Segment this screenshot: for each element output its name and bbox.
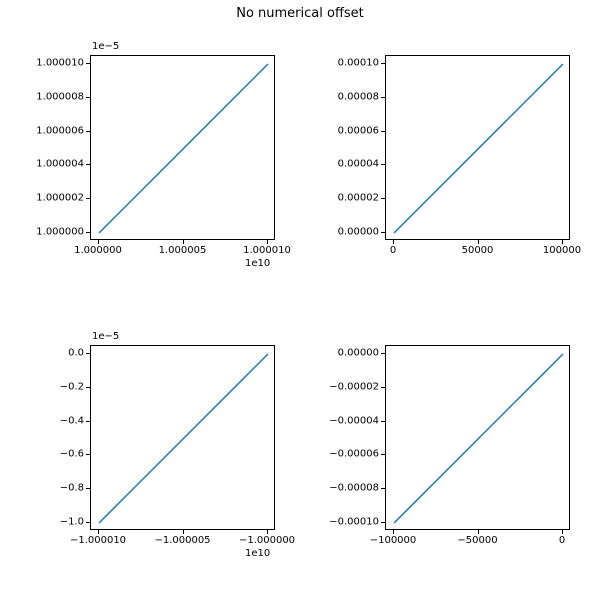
x-tick-label: 0 xyxy=(559,535,565,546)
y-tick-mark xyxy=(86,63,90,64)
x-tick-label: 100000 xyxy=(543,245,581,256)
y-tick-mark xyxy=(86,454,90,455)
y-tick-mark xyxy=(381,63,385,64)
plot-line xyxy=(386,346,571,531)
y-tick-label: −0.6 xyxy=(60,449,84,460)
y-tick-label: 1.000010 xyxy=(36,58,84,69)
y-tick-label: 1.000006 xyxy=(36,125,84,136)
y-tick-mark xyxy=(381,522,385,523)
x-tick-mark xyxy=(478,530,479,534)
chart-panel-tl xyxy=(90,55,275,240)
y-tick-mark xyxy=(381,198,385,199)
y-tick-label: 1.000000 xyxy=(36,227,84,238)
y-tick-mark xyxy=(86,131,90,132)
y-tick-label: 0.00002 xyxy=(338,193,379,204)
y-tick-label: 0.00004 xyxy=(338,159,379,170)
x-tick-mark xyxy=(267,240,268,244)
y-tick-mark xyxy=(381,164,385,165)
chart-panel-bl xyxy=(90,345,275,530)
y-tick-mark xyxy=(86,97,90,98)
chart-panel-br xyxy=(385,345,570,530)
y-tick-label: −0.00006 xyxy=(329,449,379,460)
x-tick-mark xyxy=(98,240,99,244)
y-tick-mark xyxy=(86,488,90,489)
y-tick-mark xyxy=(86,522,90,523)
plot-line xyxy=(386,56,571,241)
x-offset-text: 1e10 xyxy=(245,548,270,559)
y-tick-label: −0.8 xyxy=(60,483,84,494)
plot-line xyxy=(91,346,276,531)
y-tick-mark xyxy=(86,353,90,354)
figure: No numerical offset 1.000000 1.000005 1.00… xyxy=(0,0,600,600)
x-tick-label: −100000 xyxy=(370,535,417,546)
x-tick-mark xyxy=(562,240,563,244)
y-tick-mark xyxy=(381,421,385,422)
x-tick-label: −1.000010 xyxy=(70,535,126,546)
x-tick-label: −1.000000 xyxy=(239,535,295,546)
x-tick-mark xyxy=(478,240,479,244)
figure-title: No numerical offset xyxy=(0,6,600,21)
y-tick-label: −0.00008 xyxy=(329,483,379,494)
y-offset-text: 1e−5 xyxy=(92,331,119,342)
x-tick-mark xyxy=(183,530,184,534)
y-tick-mark xyxy=(381,387,385,388)
x-tick-mark xyxy=(267,530,268,534)
y-tick-label: −0.00002 xyxy=(329,381,379,392)
x-tick-label: 0 xyxy=(390,245,396,256)
y-tick-mark xyxy=(381,353,385,354)
x-tick-mark xyxy=(393,530,394,534)
y-tick-label: 0.00006 xyxy=(338,125,379,136)
y-tick-label: 1.000004 xyxy=(36,159,84,170)
y-tick-label: 0.0 xyxy=(68,348,84,359)
x-tick-mark xyxy=(393,240,394,244)
y-tick-mark xyxy=(381,97,385,98)
x-tick-label: −1.000005 xyxy=(154,535,210,546)
y-tick-label: −0.4 xyxy=(60,415,84,426)
x-tick-mark xyxy=(98,530,99,534)
x-tick-label: −50000 xyxy=(457,535,497,546)
y-tick-mark xyxy=(86,421,90,422)
y-tick-label: 1.000008 xyxy=(36,91,84,102)
x-tick-label: 50000 xyxy=(462,245,494,256)
y-tick-mark xyxy=(86,387,90,388)
y-tick-mark xyxy=(381,454,385,455)
x-tick-label: 1.000010 xyxy=(243,245,291,256)
y-tick-mark xyxy=(381,131,385,132)
y-tick-label: 0.00000 xyxy=(338,227,379,238)
chart-panel-tr xyxy=(385,55,570,240)
y-tick-label: 1.000002 xyxy=(36,193,84,204)
y-tick-mark xyxy=(381,488,385,489)
y-tick-mark xyxy=(86,232,90,233)
x-tick-label: 1.000000 xyxy=(74,245,122,256)
y-tick-mark xyxy=(86,198,90,199)
y-tick-mark xyxy=(86,164,90,165)
y-tick-label: −1.0 xyxy=(60,517,84,528)
y-tick-label: 0.00000 xyxy=(338,348,379,359)
y-offset-text: 1e−5 xyxy=(92,41,119,52)
y-tick-label: −0.00010 xyxy=(329,517,379,528)
x-offset-text: 1e10 xyxy=(245,258,270,269)
y-tick-label: 0.00010 xyxy=(338,58,379,69)
plot-line xyxy=(91,56,276,241)
y-tick-label: −0.2 xyxy=(60,381,84,392)
y-tick-label: −0.00004 xyxy=(329,415,379,426)
x-tick-mark xyxy=(183,240,184,244)
x-tick-mark xyxy=(562,530,563,534)
x-tick-label: 1.000005 xyxy=(159,245,207,256)
y-tick-label: 0.00008 xyxy=(338,91,379,102)
y-tick-mark xyxy=(381,232,385,233)
